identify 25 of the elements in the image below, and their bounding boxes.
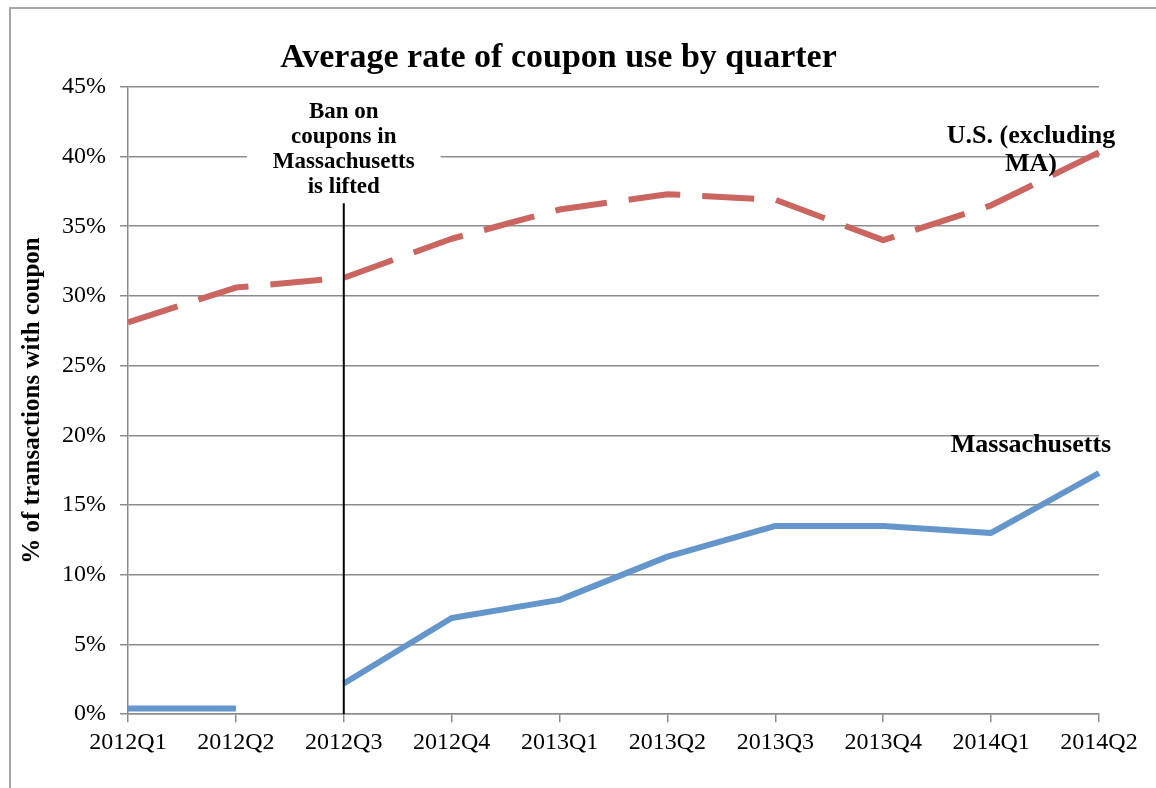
x-tick-label: 2012Q1 [89, 727, 167, 754]
x-tick-label: 2012Q4 [412, 727, 491, 754]
y-tick-label: 20% [61, 420, 106, 447]
y-tick-label: 45% [61, 72, 106, 99]
x-tick-label: 2013Q3 [736, 727, 814, 754]
y-tick-label: 35% [61, 211, 106, 238]
y-tick-label: 30% [61, 281, 106, 308]
series-label: Massachusetts [950, 428, 1112, 458]
x-tick-label: 2012Q2 [197, 727, 275, 754]
x-tick-label: 2014Q2 [1060, 727, 1138, 754]
x-tick-label: 2013Q4 [844, 727, 922, 754]
y-axis-title: % of transactions with coupon [17, 237, 45, 564]
ref-line-label: Ban on coupons in Massachusetts is lifted [272, 97, 415, 198]
y-tick-label: 10% [61, 560, 106, 587]
chart-title: Average rate of coupon use by quarter [280, 37, 837, 75]
x-tick-label: 2013Q1 [520, 727, 599, 754]
y-tick-label: 25% [61, 350, 106, 377]
y-tick-label: 40% [61, 141, 106, 168]
y-tick-label: 5% [73, 629, 106, 656]
x-tick-label: 2014Q1 [952, 727, 1030, 754]
series-label: U.S. (excluding MA) [946, 120, 1116, 178]
y-tick-label: 15% [61, 490, 106, 517]
x-tick-label: 2013Q2 [628, 727, 707, 754]
y-tick-label: 0% [73, 699, 106, 726]
x-tick-label: 2012Q3 [305, 727, 383, 754]
